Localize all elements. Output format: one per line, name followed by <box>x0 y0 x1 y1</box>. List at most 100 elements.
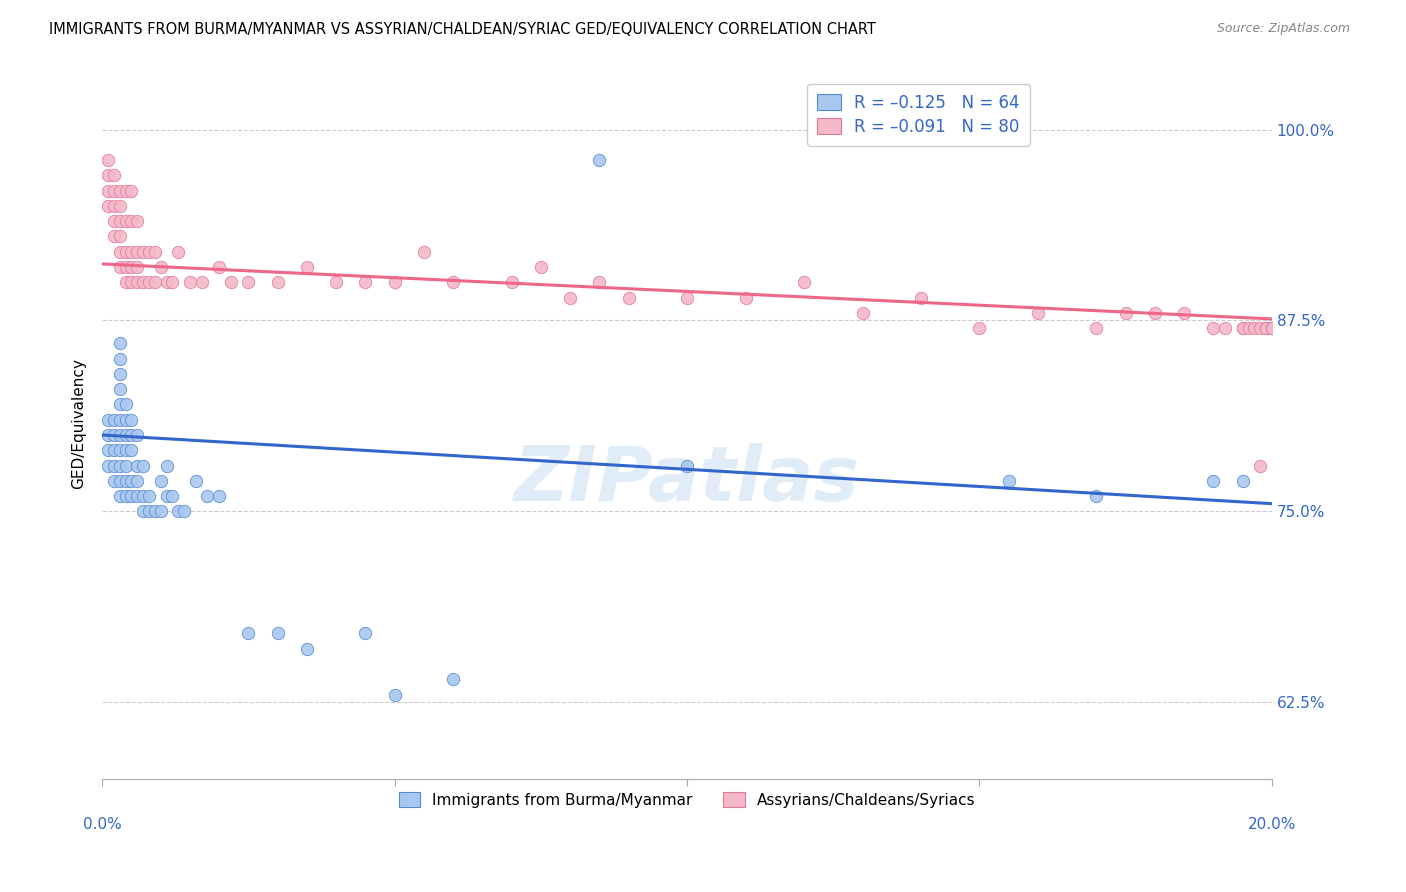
Point <box>108 214 131 228</box>
Point <box>114 214 136 228</box>
Point <box>354 626 377 640</box>
Point <box>120 413 142 427</box>
Point <box>138 275 160 289</box>
Point <box>149 504 172 518</box>
Point <box>97 428 120 442</box>
Point <box>103 184 125 198</box>
Point <box>155 489 177 503</box>
Point <box>184 474 207 488</box>
Point <box>149 260 172 274</box>
Point <box>132 458 155 473</box>
Point <box>1173 306 1195 320</box>
Text: IMMIGRANTS FROM BURMA/MYANMAR VS ASSYRIAN/CHALDEAN/SYRIAC GED/EQUIVALENCY CORREL: IMMIGRANTS FROM BURMA/MYANMAR VS ASSYRIA… <box>49 22 876 37</box>
Point <box>120 474 142 488</box>
Point <box>851 306 873 320</box>
Point <box>238 275 260 289</box>
Point <box>1232 321 1254 335</box>
Point <box>530 260 553 274</box>
Point <box>103 443 125 458</box>
Point <box>114 474 136 488</box>
Point <box>1202 321 1225 335</box>
Point <box>114 489 136 503</box>
Point <box>997 474 1019 488</box>
Point <box>120 443 142 458</box>
Text: 0.0%: 0.0% <box>83 817 121 832</box>
Point <box>114 244 136 259</box>
Point <box>114 458 136 473</box>
Point <box>676 291 699 305</box>
Point <box>155 275 177 289</box>
Point <box>1202 474 1225 488</box>
Point <box>1237 321 1260 335</box>
Point <box>127 428 149 442</box>
Point <box>138 504 160 518</box>
Point <box>103 229 125 244</box>
Point <box>120 428 142 442</box>
Point <box>1143 306 1166 320</box>
Text: Source: ZipAtlas.com: Source: ZipAtlas.com <box>1216 22 1350 36</box>
Point <box>114 397 136 411</box>
Point <box>108 199 131 213</box>
Point <box>238 626 260 640</box>
Point <box>1261 321 1284 335</box>
Point <box>266 275 288 289</box>
Point <box>190 275 212 289</box>
Point <box>114 443 136 458</box>
Point <box>1261 321 1284 335</box>
Point <box>384 688 406 702</box>
Point <box>108 428 131 442</box>
Point <box>197 489 219 503</box>
Point <box>295 641 318 656</box>
Point <box>1115 306 1137 320</box>
Point <box>143 504 166 518</box>
Point <box>103 214 125 228</box>
Point <box>1243 321 1265 335</box>
Point <box>155 458 177 473</box>
Point <box>793 275 815 289</box>
Point <box>114 275 136 289</box>
Point <box>108 184 131 198</box>
Point <box>143 244 166 259</box>
Point <box>734 291 756 305</box>
Point <box>108 397 131 411</box>
Point <box>167 244 190 259</box>
Point <box>97 413 120 427</box>
Point <box>127 214 149 228</box>
Point <box>114 413 136 427</box>
Point <box>103 169 125 183</box>
Point <box>97 458 120 473</box>
Point <box>441 275 464 289</box>
Point <box>103 428 125 442</box>
Point <box>108 413 131 427</box>
Point <box>1232 474 1254 488</box>
Point <box>1249 321 1271 335</box>
Point <box>149 474 172 488</box>
Point <box>501 275 523 289</box>
Point <box>1249 458 1271 473</box>
Point <box>132 244 155 259</box>
Point <box>138 489 160 503</box>
Point <box>1254 321 1277 335</box>
Point <box>132 275 155 289</box>
Point <box>295 260 318 274</box>
Point <box>120 275 142 289</box>
Point <box>179 275 201 289</box>
Point <box>103 413 125 427</box>
Point <box>558 291 581 305</box>
Y-axis label: GED/Equivalency: GED/Equivalency <box>72 358 86 489</box>
Point <box>1232 321 1254 335</box>
Point <box>208 489 231 503</box>
Point <box>108 367 131 381</box>
Point <box>588 153 610 168</box>
Point <box>266 626 288 640</box>
Point <box>1026 306 1049 320</box>
Point <box>114 184 136 198</box>
Point <box>676 458 699 473</box>
Point <box>1213 321 1236 335</box>
Point <box>103 458 125 473</box>
Point <box>132 489 155 503</box>
Text: 20.0%: 20.0% <box>1247 817 1296 832</box>
Point <box>167 504 190 518</box>
Point <box>441 673 464 687</box>
Point <box>143 275 166 289</box>
